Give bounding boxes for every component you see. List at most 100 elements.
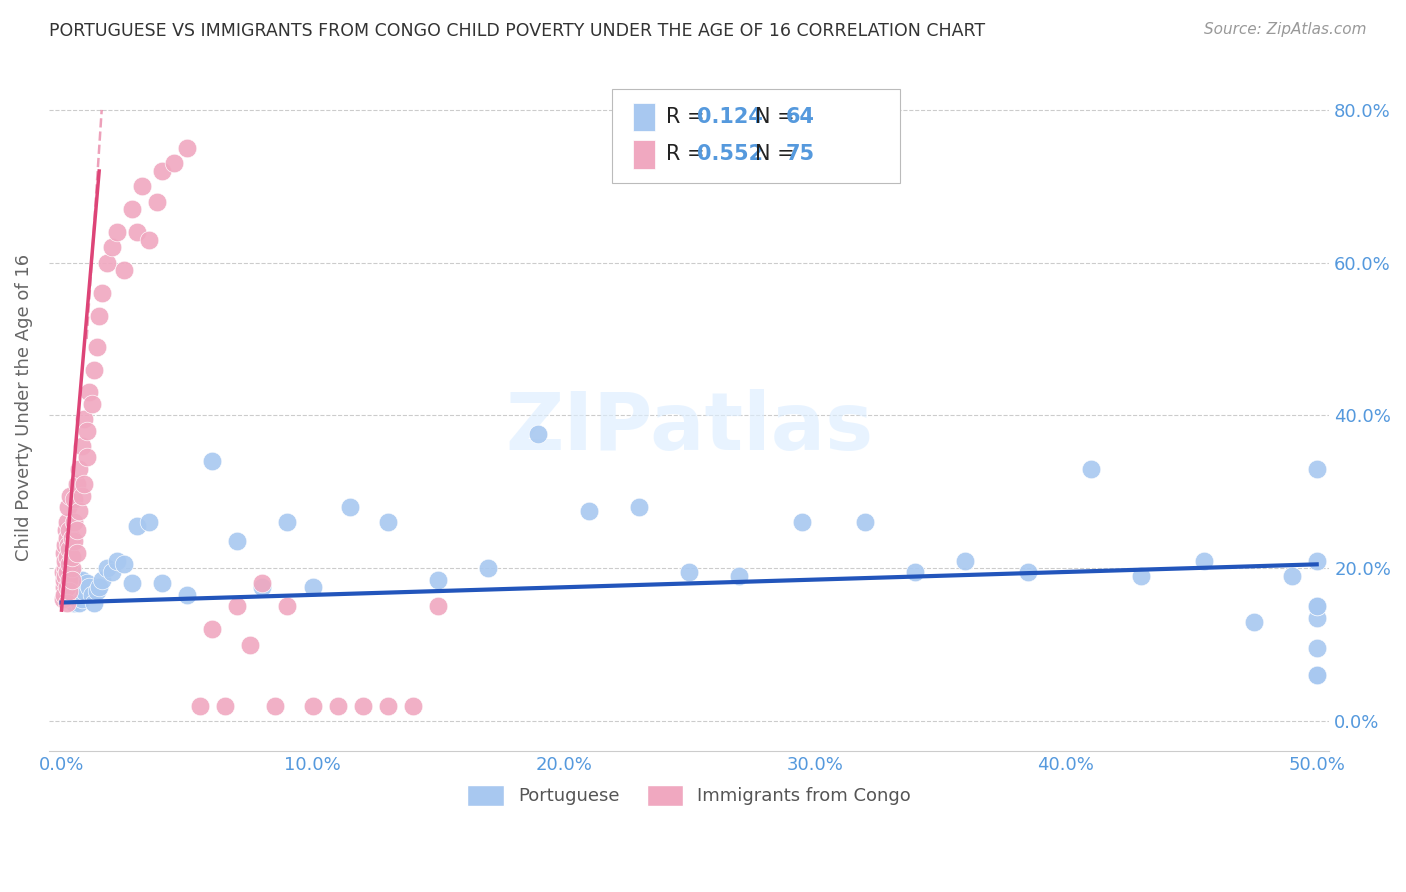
- Point: [55, 549, 77, 564]
- Y-axis label: Child Poverty Under the Age of 16: Child Poverty Under the Age of 16: [15, 254, 32, 561]
- Point: [89, 309, 111, 323]
- Point: [55, 561, 77, 575]
- Point: [252, 576, 274, 591]
- Point: [58, 573, 80, 587]
- Point: [100, 565, 122, 579]
- Point: [1192, 553, 1215, 567]
- Text: 64: 64: [786, 107, 815, 127]
- Text: R =: R =: [666, 107, 711, 127]
- Point: [105, 225, 128, 239]
- Point: [60, 565, 83, 579]
- Point: [53, 588, 76, 602]
- Point: [60, 531, 83, 545]
- Point: [53, 546, 76, 560]
- Point: [352, 698, 374, 713]
- Text: PORTUGUESE VS IMMIGRANTS FROM CONGO CHILD POVERTY UNDER THE AGE OF 16 CORRELATIO: PORTUGUESE VS IMMIGRANTS FROM CONGO CHIL…: [49, 22, 986, 40]
- Point: [52, 591, 75, 606]
- Point: [63, 534, 86, 549]
- Point: [70, 439, 93, 453]
- Point: [80, 397, 103, 411]
- Point: [1305, 611, 1327, 625]
- Point: [138, 233, 160, 247]
- Point: [55, 523, 77, 537]
- Point: [112, 558, 135, 572]
- Point: [83, 362, 105, 376]
- Point: [67, 504, 90, 518]
- Point: [176, 588, 198, 602]
- Point: [1017, 565, 1039, 579]
- Point: [65, 477, 87, 491]
- Point: [427, 599, 450, 614]
- Point: [55, 580, 77, 594]
- Point: [276, 516, 298, 530]
- Point: [52, 580, 75, 594]
- Point: [59, 489, 82, 503]
- Point: [226, 599, 249, 614]
- Point: [377, 698, 399, 713]
- Point: [138, 516, 160, 530]
- Point: [112, 263, 135, 277]
- Point: [55, 565, 77, 579]
- Point: [86, 340, 108, 354]
- Point: [146, 194, 169, 209]
- Point: [58, 573, 80, 587]
- Point: [377, 516, 399, 530]
- Point: [58, 542, 80, 557]
- Point: [627, 500, 650, 514]
- Point: [201, 622, 224, 636]
- Point: [1305, 553, 1327, 567]
- Point: [955, 553, 977, 567]
- Point: [58, 523, 80, 537]
- Point: [53, 561, 76, 575]
- Point: [252, 580, 274, 594]
- Point: [163, 156, 186, 170]
- Point: [55, 580, 77, 594]
- Point: [73, 477, 96, 491]
- Point: [86, 584, 108, 599]
- Point: [60, 549, 83, 564]
- Text: R =: R =: [666, 145, 711, 164]
- Legend: Portuguese, Immigrants from Congo: Portuguese, Immigrants from Congo: [458, 776, 920, 814]
- Point: [125, 225, 148, 239]
- Point: [53, 553, 76, 567]
- Text: N =: N =: [755, 145, 801, 164]
- Text: 0.124: 0.124: [697, 107, 763, 127]
- Point: [67, 580, 90, 594]
- Point: [53, 569, 76, 583]
- Point: [96, 561, 118, 575]
- Point: [60, 584, 83, 599]
- Point: [1305, 599, 1327, 614]
- Point: [427, 573, 450, 587]
- Point: [121, 202, 143, 217]
- Point: [53, 569, 76, 583]
- Point: [67, 595, 90, 609]
- Text: N =: N =: [755, 107, 801, 127]
- Text: 0.552: 0.552: [697, 145, 763, 164]
- Point: [65, 546, 87, 560]
- Point: [55, 531, 77, 545]
- Point: [65, 523, 87, 537]
- Point: [90, 573, 112, 587]
- Point: [188, 698, 211, 713]
- Point: [477, 561, 499, 575]
- Point: [1305, 668, 1327, 682]
- Point: [853, 516, 876, 530]
- Point: [125, 519, 148, 533]
- Point: [527, 427, 550, 442]
- Text: ZIPatlas: ZIPatlas: [505, 390, 873, 467]
- Point: [1305, 462, 1327, 476]
- Point: [58, 558, 80, 572]
- Point: [63, 492, 86, 507]
- Point: [73, 584, 96, 599]
- Point: [58, 584, 80, 599]
- Point: [63, 516, 86, 530]
- Point: [70, 489, 93, 503]
- Point: [131, 179, 153, 194]
- Point: [150, 164, 173, 178]
- Point: [214, 698, 236, 713]
- Point: [1281, 569, 1303, 583]
- Point: [301, 580, 323, 594]
- Point: [176, 141, 198, 155]
- Text: Source: ZipAtlas.com: Source: ZipAtlas.com: [1204, 22, 1367, 37]
- Point: [56, 516, 79, 530]
